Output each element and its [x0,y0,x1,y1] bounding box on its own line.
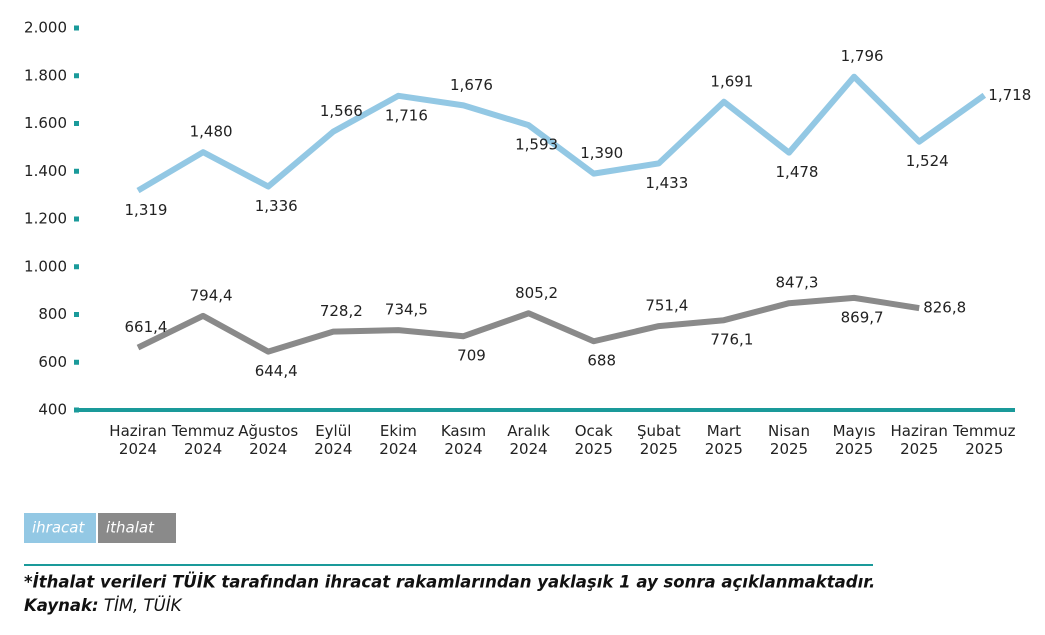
data-label: 1,480 [190,123,233,141]
y-tick-mark [74,73,79,79]
x-tick-label: Ekim 2024 [379,422,417,458]
data-label: 805,2 [515,284,558,302]
y-tick-mark [74,359,79,365]
y-tick-label: 400 [38,401,67,419]
x-tick-label: Haziran 2024 [109,422,166,458]
data-label: 1,716 [385,106,428,124]
data-label: 1,691 [710,72,753,90]
x-tick-label: Aralık 2024 [507,422,550,458]
x-tick-label: Ocak 2025 [575,422,613,458]
y-tick-mark [74,216,79,222]
y-tick-mark [74,264,79,270]
y-tick-mark [74,168,79,174]
x-tick-label: Mart 2025 [705,422,743,458]
source-text: TİM, TÜİK [104,596,183,615]
data-label: 1,336 [255,197,298,215]
y-tick-label: 1.800 [24,66,67,84]
y-tick-label: 1.400 [24,162,67,180]
data-label: 776,1 [710,331,753,349]
data-label: 1,718 [988,86,1031,104]
y-tick-label: 1.200 [24,210,67,228]
data-label: 751,4 [645,297,688,315]
x-tick-label: Mayıs 2025 [833,422,876,458]
y-tick-mark [74,407,79,413]
x-tick-label: Kasım 2024 [441,422,486,458]
legend-swatch [24,513,96,543]
x-tick-label: Haziran 2025 [891,422,948,458]
footnote: *İthalat verileri TÜİK tarafından ihraca… [24,573,875,592]
source: Kaynak: TİM, TÜİK [24,596,183,615]
data-label: 1,676 [450,76,493,94]
x-tick-label: Eylül 2024 [314,422,352,458]
data-label: 644,4 [255,362,298,380]
data-label: 1,593 [515,136,558,154]
x-tick-label: Şubat 2025 [637,422,681,458]
y-tick-mark [74,25,79,31]
data-label: 661,4 [125,318,168,336]
y-tick-label: 2.000 [24,19,67,37]
x-tick-label: Nisan 2025 [768,422,810,458]
series-line [136,73,987,194]
data-label: 1,319 [125,201,168,219]
legend-swatch [98,513,176,543]
data-label: 1,433 [645,174,688,192]
x-tick-label: Temmuz 2025 [952,422,1016,458]
data-label: 728,2 [320,302,363,320]
data-label: 847,3 [776,274,819,292]
data-label: 869,7 [841,308,884,326]
data-label: 734,5 [385,301,428,319]
y-tick-mark [74,312,79,317]
data-label: 1,524 [906,152,949,170]
y-tick-label: 1.600 [24,114,67,132]
data-label: 1,478 [776,163,819,181]
x-tick-label: Ağustos 2024 [238,422,298,458]
y-tick-label: 600 [38,353,67,371]
data-label: 688 [587,352,616,370]
data-label: 1,390 [580,144,623,162]
series-line [136,294,920,355]
data-label: 1,566 [320,102,363,120]
data-label: 826,8 [923,299,966,317]
y-tick-label: 1.000 [24,257,67,275]
data-label: 1,796 [841,47,884,65]
data-label: 709 [457,347,486,365]
x-tick-label: Temmuz 2024 [171,422,235,458]
legend-label: ihracat [32,519,85,537]
y-tick-label: 800 [38,305,67,323]
source-label: Kaynak: [24,596,99,615]
legend-label: ithalat [106,519,155,537]
data-label: 794,4 [190,286,233,304]
y-tick-mark [74,121,79,126]
